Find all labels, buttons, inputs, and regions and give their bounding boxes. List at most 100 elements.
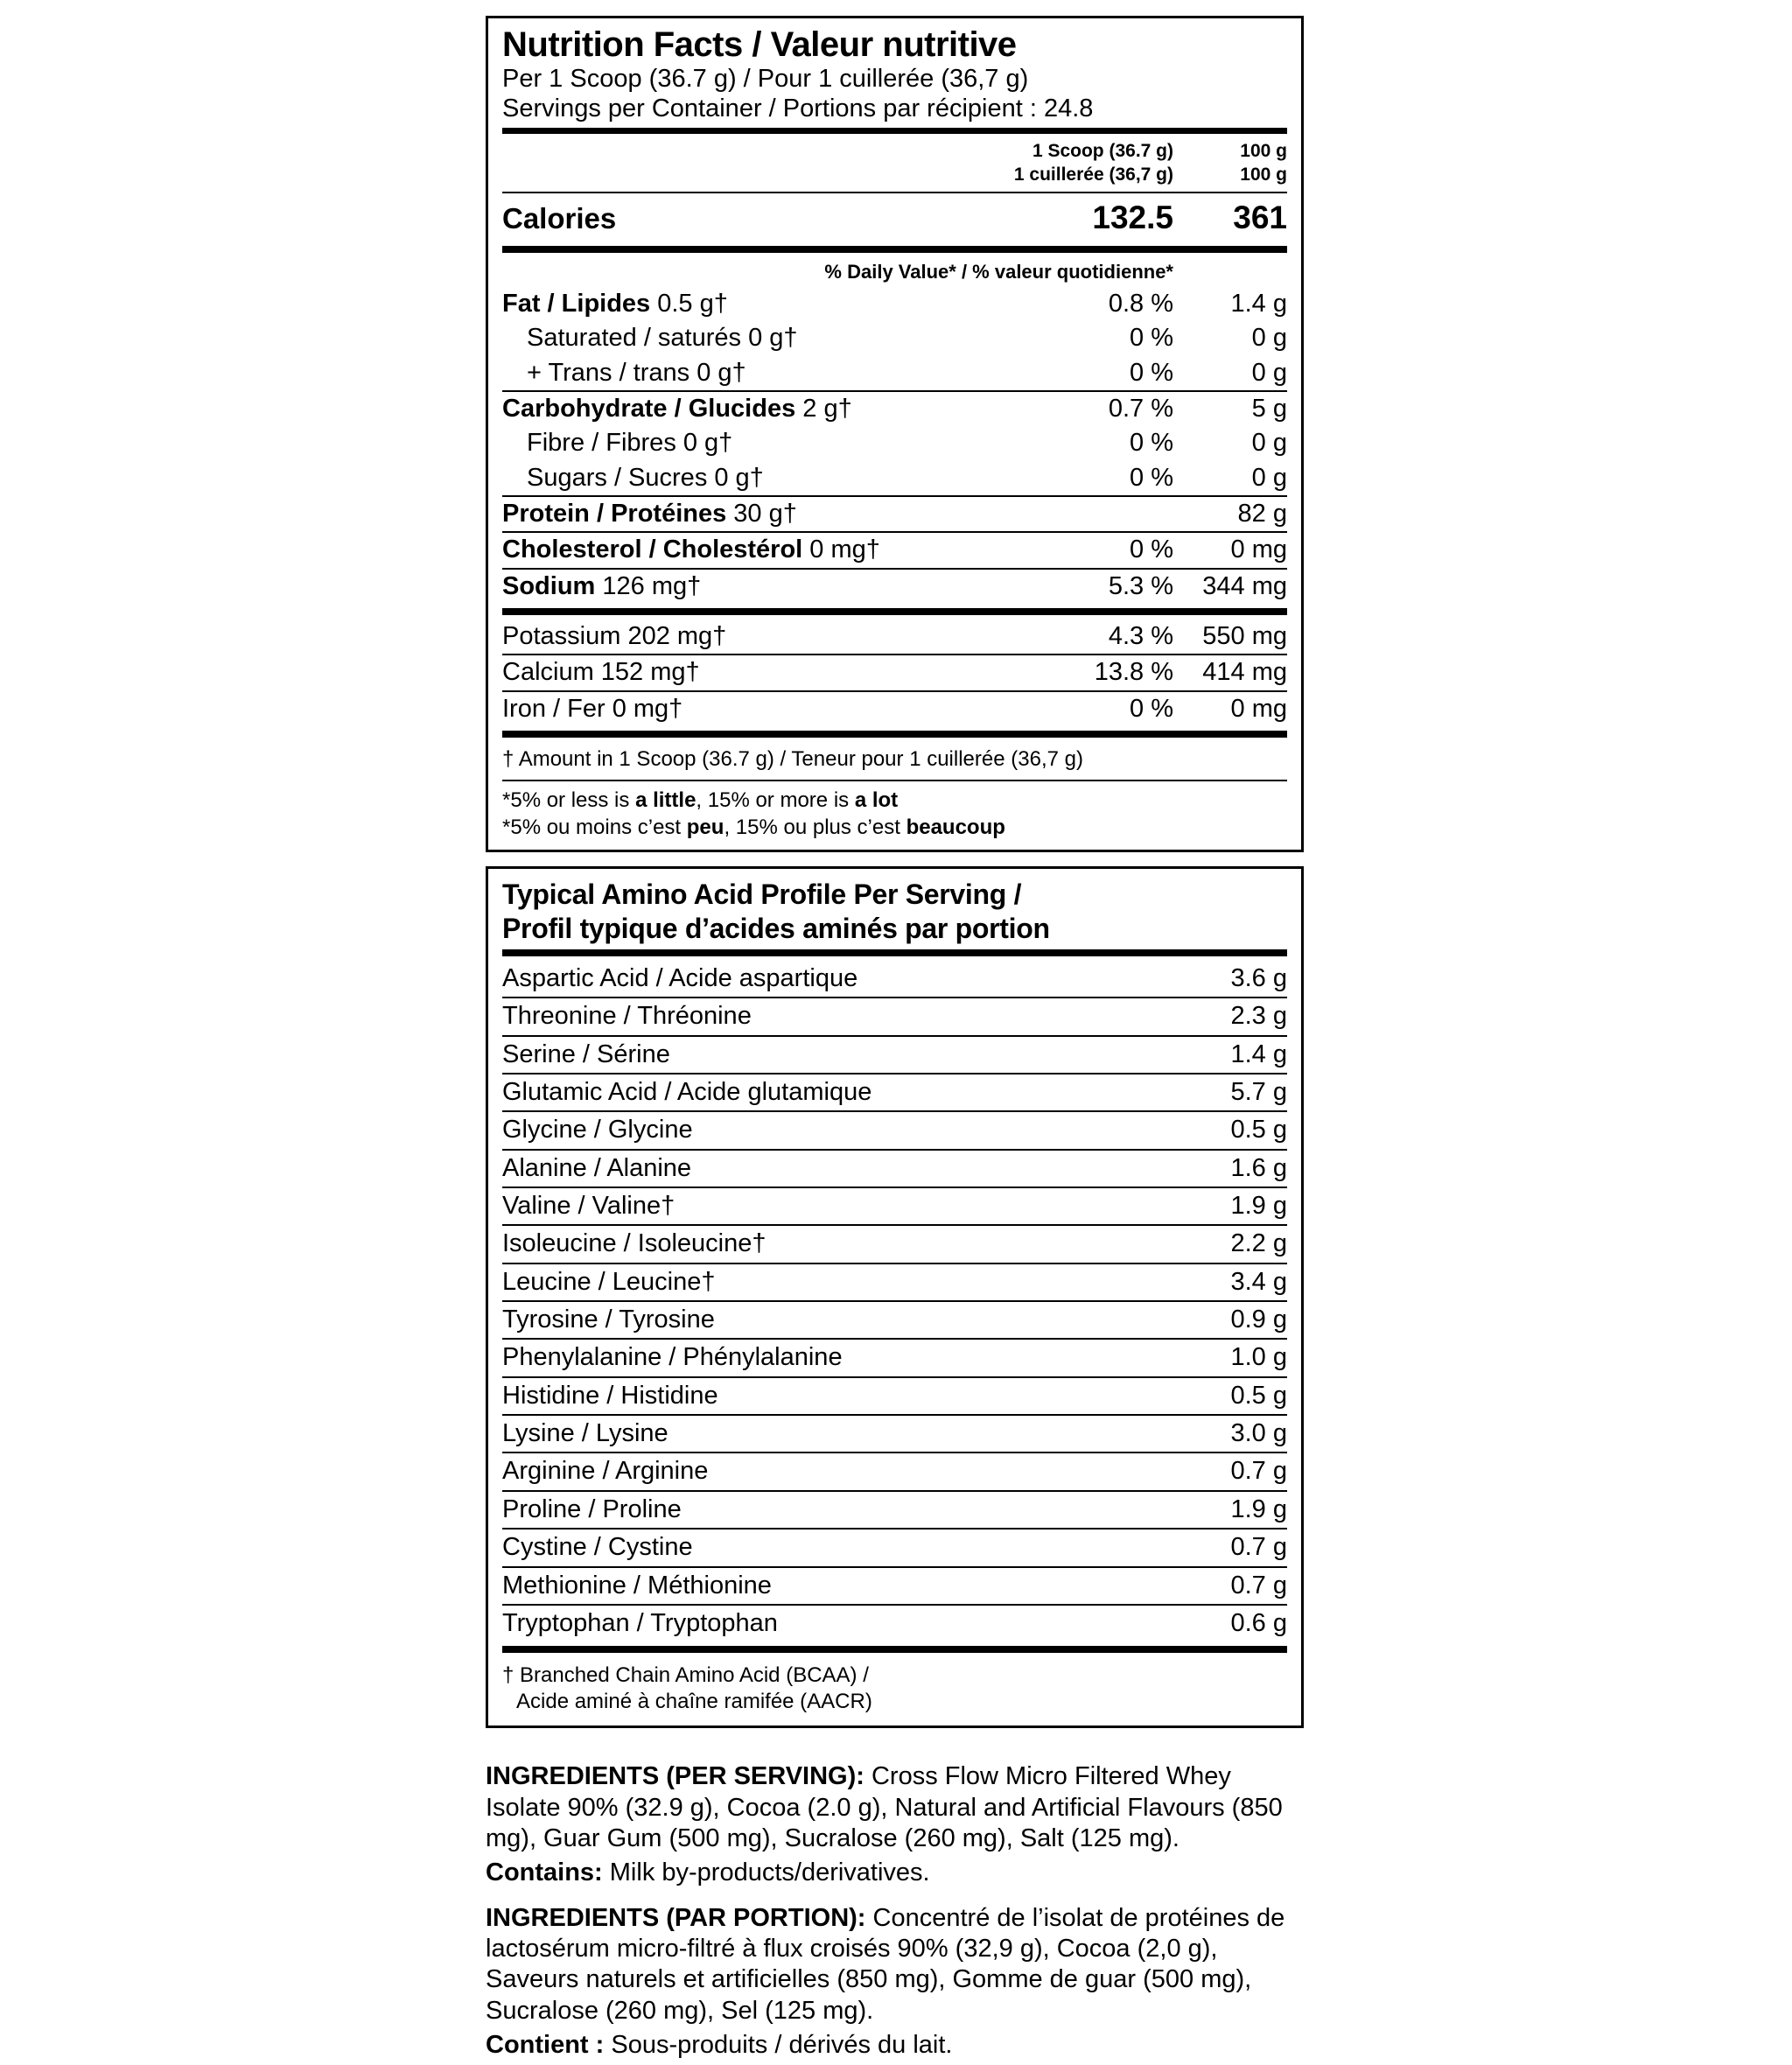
serving-size-line: Per 1 Scoop (36.7 g) / Pour 1 cuillerée … xyxy=(502,65,1029,93)
amino-label: Valine / Valine† xyxy=(502,1192,676,1221)
nutrient-daily-value: 0.8 % xyxy=(1108,289,1173,318)
nutrient-daily-value: 0 % xyxy=(1130,324,1173,353)
amino-value: 0.7 g xyxy=(1230,1571,1288,1600)
amino-value: 3.0 g xyxy=(1230,1419,1288,1448)
amino-value: 1.0 g xyxy=(1230,1343,1288,1372)
nutrient-name: Carbohydrate / Glucides xyxy=(502,394,796,423)
amino-label: Phenylalanine / Phénylalanine xyxy=(502,1343,843,1372)
nutrient-label: Cholesterol / Cholestérol 0 mg† xyxy=(502,536,998,564)
daily-value-header: % Daily Value* / % valeur quotidienne* xyxy=(824,260,1173,283)
footnote-text: , 15% or more is xyxy=(696,788,855,812)
table-row-trans: + Trans / trans 0 g† 0 % 0 g xyxy=(502,356,1287,390)
amino-label: Serine / Sérine xyxy=(502,1040,670,1068)
contient-heading: Contient : xyxy=(486,2031,605,2060)
nutrient-label: Fat / Lipides 0.5 g† xyxy=(502,290,998,318)
nutrient-daily-value: 0 % xyxy=(1130,694,1173,723)
amino-value: 5.7 g xyxy=(1230,1078,1288,1107)
nutrient-label: Carbohydrate / Glucides 2 g† xyxy=(502,395,998,424)
amino-label: Alanine / Alanine xyxy=(502,1153,692,1182)
table-row-alanine: Alanine / Alanine 1.6 g xyxy=(502,1148,1288,1186)
nutrient-per-100g: 0 mg xyxy=(1230,536,1287,564)
nutrient-per-100g: 0 g xyxy=(1251,463,1287,492)
nutrient-amount-inline: 126 mg† xyxy=(595,571,702,600)
nutrient-per-100g: 414 mg xyxy=(1202,658,1287,687)
label-content: Nutrition Facts / Valeur nutritive Per 1… xyxy=(486,16,1304,2065)
table-row-sugars: Sugars / Sucres 0 g† 0 % 0 g xyxy=(502,461,1287,495)
table-row-carbohydrate: Carbohydrate / Glucides 2 g† 0.7 % 5 g xyxy=(502,389,1287,426)
thick-rule xyxy=(502,608,1287,616)
ingredients-en-heading: INGREDIENTS (PER SERVING): xyxy=(486,1762,864,1791)
table-row-potassium: Potassium 202 mg† 4.3 % 550 mg xyxy=(502,620,1287,654)
amino-value: 3.6 g xyxy=(1230,964,1288,993)
per-100g-header-2: 100 g xyxy=(1240,164,1287,185)
amino-label: Aspartic Acid / Acide aspartique xyxy=(502,964,858,993)
contains-heading: Contains: xyxy=(486,1858,603,1887)
per-serving-column-header: 1 Scoop (36.7 g) 1 cuillerée (36,7 g) xyxy=(998,140,1173,186)
contains-text: Milk by-products/derivatives. xyxy=(602,1858,930,1887)
nutrient-name: Sodium xyxy=(502,571,596,600)
table-row-calcium: Calcium 152 mg† 13.8 % 414 mg xyxy=(502,654,1287,690)
footnote-text: , 15% ou plus c’est xyxy=(724,816,906,840)
amino-label: Glycine / Glycine xyxy=(502,1116,693,1144)
nutrient-daily-value: 0 % xyxy=(1130,358,1173,387)
page: { "colors": { "text": "#000000", "backgr… xyxy=(486,16,1304,2060)
table-row-isoleucine: Isoleucine / Isoleucine† 2.2 g xyxy=(502,1224,1287,1262)
amino-value: 3.4 g xyxy=(1230,1267,1288,1296)
table-row-aspartic-acid: Aspartic Acid / Acide aspartique 3.6 g xyxy=(502,961,1287,997)
amino-value: 0.7 g xyxy=(1230,1457,1288,1486)
ingredients-en: INGREDIENTS (PER SERVING): Cross Flow Mi… xyxy=(486,1761,1304,1854)
amino-label: Methionine / Méthionine xyxy=(502,1571,772,1600)
nutrient-per-100g: 0 g xyxy=(1251,324,1287,353)
table-row-proline: Proline / Proline 1.9 g xyxy=(502,1489,1287,1528)
nutrient-per-100g: 0 g xyxy=(1251,429,1287,458)
table-row-threonine: Threonine / Thréonine 2.3 g xyxy=(502,997,1287,1034)
nutrient-label: Protein / Protéines 30 g† xyxy=(502,500,998,528)
table-row-cystine: Cystine / Cystine 0.7 g xyxy=(502,1528,1287,1565)
per-serving-header-en: 1 Scoop (36.7 g) xyxy=(1032,141,1173,162)
nutrition-facts-title: Nutrition Facts / Valeur nutritive xyxy=(502,25,1017,64)
table-row-glycine: Glycine / Glycine 0.5 g xyxy=(502,1110,1287,1148)
daily-value-footnote-en: *5% or less is a little, 15% or more is … xyxy=(502,787,1287,814)
thick-rule xyxy=(502,1646,1287,1654)
nutrient-per-100g: 1.4 g xyxy=(1230,289,1288,318)
contains-fr: Contient : Sous-produits / dérivés du la… xyxy=(486,2030,1304,2061)
footnote-bold: beaucoup xyxy=(906,816,1005,840)
nutrient-label: + Trans / trans 0 g† xyxy=(502,359,998,388)
column-headers: 1 Scoop (36.7 g) 1 cuillerée (36,7 g) 10… xyxy=(502,138,1287,190)
daily-value-footnote-fr: *5% ou moins c’est peu, 15% ou plus c’es… xyxy=(502,814,1287,841)
nutrient-amount-inline: 0.5 g† xyxy=(650,289,728,318)
table-row-tyrosine: Tyrosine / Tyrosine 0.9 g xyxy=(502,1300,1287,1338)
per-100g-column-header: 100 g 100 g xyxy=(1173,140,1287,186)
thick-rule xyxy=(502,128,1287,135)
nutrient-amount-inline: + Trans / trans 0 g† xyxy=(527,358,746,387)
nutrient-daily-value: 5.3 % xyxy=(1108,571,1173,600)
amino-value: 2.2 g xyxy=(1230,1229,1288,1258)
nutrient-amount-inline: 30 g† xyxy=(726,500,797,528)
table-row-fibre: Fibre / Fibres 0 g† 0 % 0 g xyxy=(502,426,1287,460)
thick-rule xyxy=(502,949,1287,957)
nutrient-name: Fat / Lipides xyxy=(502,289,651,318)
amino-value: 1.4 g xyxy=(1230,1040,1288,1068)
amino-label: Lysine / Lysine xyxy=(502,1419,668,1448)
nutrient-amount-inline: Iron / Fer 0 mg† xyxy=(502,694,683,723)
contient-text: Sous-produits / dérivés du lait. xyxy=(604,2031,953,2060)
nutrient-daily-value: 0 % xyxy=(1130,536,1173,564)
contains-en: Contains: Milk by-products/derivatives. xyxy=(486,1858,1304,1888)
bcaa-footnote-en: † Branched Chain Amino Acid (BCAA) / xyxy=(502,1663,869,1688)
thick-rule xyxy=(502,245,1287,253)
nutrient-daily-value: 4.3 % xyxy=(1108,622,1173,651)
calories-per-100g: 361 xyxy=(1233,199,1287,235)
amino-value: 1.6 g xyxy=(1230,1153,1288,1182)
amino-value: 0.5 g xyxy=(1230,1381,1288,1410)
bcaa-footnote: † Branched Chain Amino Acid (BCAA) / Aci… xyxy=(502,1657,1287,1715)
nutrient-amount-inline: Potassium 202 mg† xyxy=(502,622,727,651)
dagger-footnote: † Amount in 1 Scoop (36.7 g) / Teneur po… xyxy=(502,747,1083,772)
nutrient-per-100g: 82 g xyxy=(1237,500,1287,528)
nutrient-per-100g: 0 g xyxy=(1251,358,1287,387)
nutrient-name: Cholesterol / Cholestérol xyxy=(502,536,803,564)
ingredients-fr-heading: INGREDIENTS (PAR PORTION): xyxy=(486,1903,866,1932)
table-row-valine: Valine / Valine† 1.9 g xyxy=(502,1186,1287,1224)
amino-value: 0.6 g xyxy=(1230,1608,1288,1637)
nutrient-per-100g: 0 mg xyxy=(1230,694,1287,723)
table-row-cholesterol: Cholesterol / Cholestérol 0 mg† 0 % 0 mg xyxy=(502,531,1287,567)
